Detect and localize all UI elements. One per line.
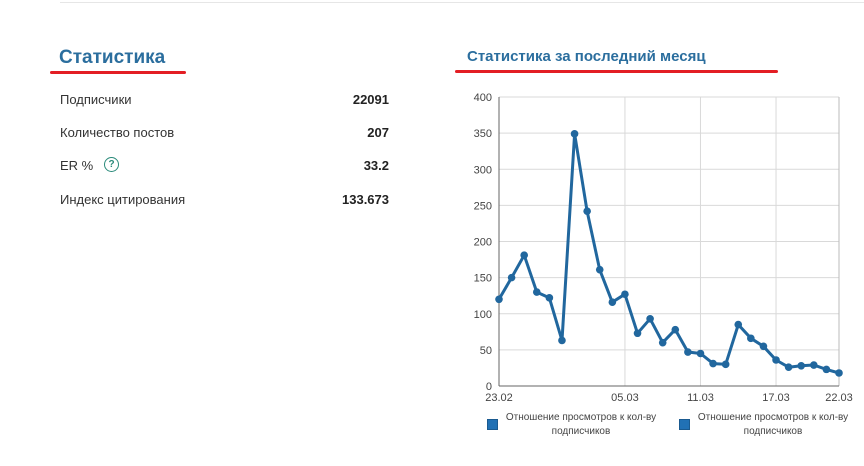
data-point [583,207,591,215]
chart-title-underline [455,70,778,73]
data-point [784,363,793,372]
data-point [532,288,541,296]
data-point [621,290,629,299]
data-point [495,295,503,304]
data-point [595,265,604,274]
legend-entry[interactable]: Отношение просмотров к кол-ву подписчико… [697,412,849,437]
stat-label: Индекс цитирования [60,192,186,207]
data-point [822,365,831,374]
data-point [696,349,705,358]
chart-title: Статистика за последний месяц [467,48,706,65]
data-point [520,251,528,260]
stat-value: 22091 [352,92,389,107]
data-point [608,298,617,306]
data-point [721,360,730,369]
y-tick-label: 250 [474,200,492,212]
data-point [545,294,554,302]
stats-title-underline [50,71,186,74]
x-tick-label: 05.03 [611,392,639,404]
stat-label: Количество постов [60,125,175,140]
stat-row-posts: Количество постов 207 [60,125,389,145]
x-tick-label: 17.03 [762,392,790,404]
data-point [759,342,768,351]
stats-title: Статистика [59,47,166,68]
y-tick-label: 350 [474,128,492,140]
legend-swatch[interactable] [487,419,498,430]
x-tick-label: 22.03 [825,392,853,404]
legend-swatch[interactable] [679,419,690,430]
data-point [747,334,755,343]
stat-value: 133.673 [342,192,389,207]
data-point [684,348,692,356]
data-point [835,369,843,377]
data-point [709,359,717,368]
data-point [797,361,806,370]
y-tick-label: 50 [480,345,492,357]
stat-row-er: ER % ? 33.2 [60,157,389,178]
y-tick-label: 0 [486,381,492,393]
data-point [734,320,743,329]
series-line [497,132,840,375]
stat-row-citation-index: Индекс цитирования 133.673 [60,192,389,212]
y-tick-label: 100 [474,309,492,321]
x-tick-label: 23.02 [485,392,513,404]
stat-value: 207 [367,125,389,140]
data-point [810,361,818,369]
stat-label: ER % [60,158,94,173]
stat-row-subscribers: Подписчики 22091 [60,92,389,112]
data-point [570,130,579,138]
stat-label: Подписчики [60,92,132,107]
data-point [772,356,780,364]
data-point [646,315,654,323]
top-divider [60,2,864,3]
data-point [633,329,642,338]
data-point [658,338,667,347]
y-tick-label: 400 [474,92,492,104]
y-tick-label: 150 [474,273,492,285]
data-point [671,325,680,334]
y-tick-label: 300 [474,164,492,176]
data-point [507,273,516,282]
stat-value: 33.2 [363,158,389,173]
help-icon[interactable]: ? [104,157,119,172]
legend-entry[interactable]: Отношение просмотров к кол-ву подписчико… [505,412,657,437]
y-tick-label: 200 [474,237,492,249]
x-tick-label: 11.03 [687,392,714,404]
data-point [558,336,566,345]
